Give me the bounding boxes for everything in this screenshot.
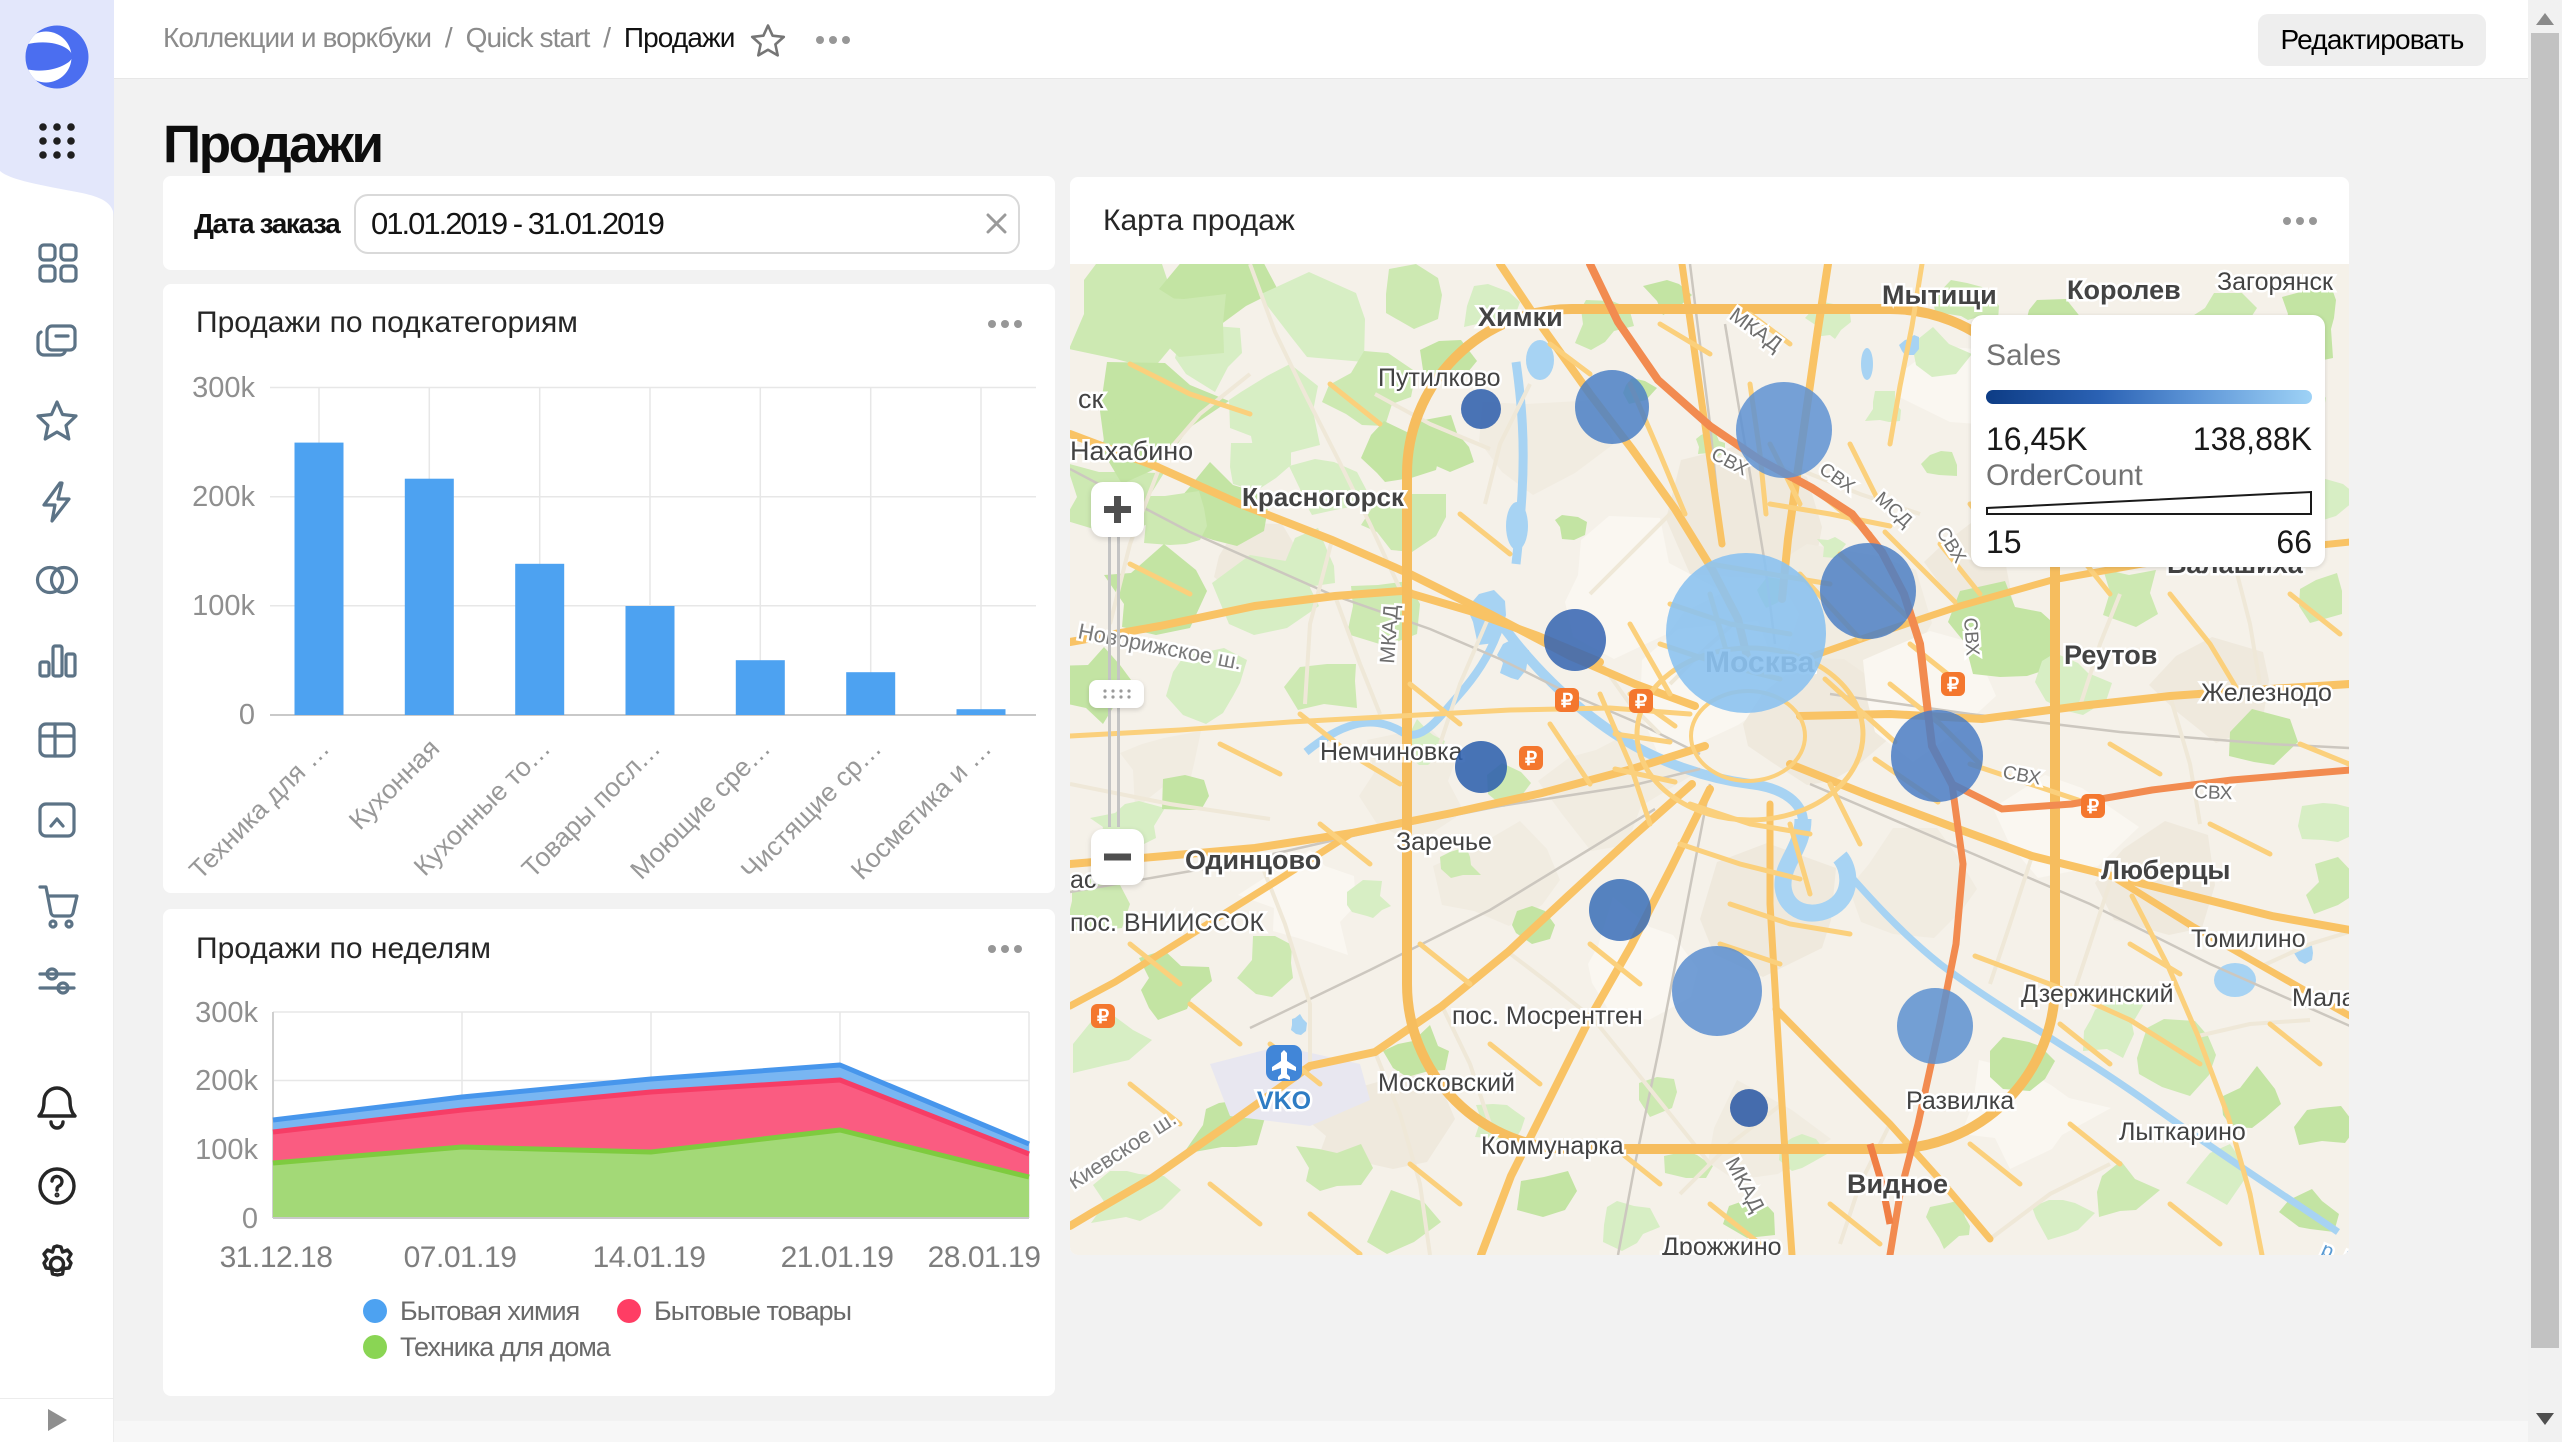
svg-text:Лыткарино: Лыткарино	[2119, 1118, 2246, 1146]
svg-text:14.01.19: 14.01.19	[593, 1241, 706, 1274]
svg-text:31.12.18: 31.12.18	[220, 1241, 333, 1274]
svg-text:Нахабино: Нахабино	[1070, 436, 1193, 466]
svg-text:Химки: Химки	[1478, 302, 1563, 332]
svg-text:28.01.19: 28.01.19	[928, 1241, 1041, 1274]
svg-text:Малахо: Малахо	[2292, 984, 2349, 1012]
svg-text:Заречье: Заречье	[1396, 828, 1492, 856]
svg-text:21.01.19: 21.01.19	[781, 1241, 894, 1274]
svg-text:₽: ₽	[1947, 675, 1959, 696]
svg-text:Железнодо: Железнодо	[2201, 679, 2332, 707]
svg-text:Бытовые товары: Бытовые товары	[654, 1296, 851, 1326]
svg-text:Путилково: Путилково	[1378, 364, 1501, 392]
svg-text:200k: 200k	[195, 1065, 258, 1097]
svg-text:МКАД: МКАД	[1376, 604, 1403, 664]
svg-text:₽: ₽	[1097, 1007, 1109, 1028]
svg-text:Мытищи: Мытищи	[1882, 280, 1997, 310]
svg-text:Дзержинский: Дзержинский	[2021, 980, 2174, 1008]
svg-text:100k: 100k	[192, 590, 255, 622]
svg-text:Люберцы: Люберцы	[2101, 855, 2231, 885]
svg-text:100k: 100k	[195, 1134, 258, 1166]
svg-text:₽: ₽	[1635, 692, 1647, 713]
svg-text:₽: ₽	[2087, 797, 2099, 818]
svg-text:300k: 300k	[195, 997, 258, 1029]
svg-text:Дрожжино: Дрожжино	[1662, 1233, 1782, 1255]
svg-text:Развилка: Развилка	[1906, 1087, 2014, 1115]
svg-text:Коммунарка: Коммунарка	[1481, 1132, 1624, 1160]
svg-text:пос. Мосрентген: пос. Мосрентген	[1452, 1002, 1643, 1030]
svg-text:07.01.19: 07.01.19	[404, 1241, 517, 1274]
svg-text:Московский: Московский	[1378, 1069, 1515, 1097]
svg-text:200k: 200k	[192, 481, 255, 513]
svg-text:0: 0	[239, 699, 255, 731]
svg-text:VKO: VKO	[1257, 1087, 1311, 1115]
svg-text:300k: 300k	[192, 372, 255, 404]
svg-text:Кухонная: Кухонная	[343, 733, 445, 835]
svg-text:Видное: Видное	[1847, 1169, 1948, 1199]
svg-text:Бытовая химия: Бытовая химия	[400, 1296, 579, 1326]
svg-text:Красногорск: Красногорск	[1242, 482, 1405, 512]
svg-text:СВХ: СВХ	[1959, 617, 1983, 657]
svg-text:Королев: Королев	[2067, 275, 2181, 305]
svg-text:Томилино: Томилино	[2191, 925, 2306, 953]
svg-text:Немчиновка: Немчиновка	[1320, 738, 1463, 766]
svg-text:Реутов: Реутов	[2064, 640, 2157, 670]
svg-text:Техника для …: Техника для …	[183, 733, 335, 885]
svg-text:СВХ: СВХ	[2194, 782, 2233, 804]
svg-text:Техника для дома: Техника для дома	[400, 1332, 612, 1362]
svg-text:пос. ВНИИССОК: пос. ВНИИССОК	[1070, 909, 1265, 937]
svg-text:Загорянск: Загорянск	[2217, 268, 2334, 296]
svg-text:₽: ₽	[1561, 691, 1573, 712]
svg-text:₽: ₽	[1525, 749, 1537, 770]
svg-text:Одинцово: Одинцово	[1185, 845, 1321, 875]
svg-text:ск: ск	[1078, 384, 1104, 414]
svg-text:0: 0	[242, 1203, 258, 1235]
